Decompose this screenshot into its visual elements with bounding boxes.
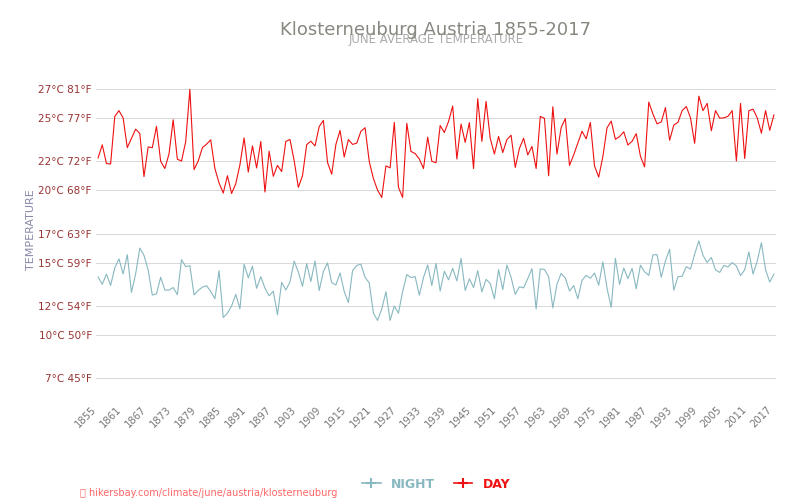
Y-axis label: TEMPERATURE: TEMPERATURE: [26, 190, 35, 270]
Text: JUNE AVERAGE TEMPERATURE: JUNE AVERAGE TEMPERATURE: [349, 34, 523, 46]
Title: Klosterneuburg Austria 1855-2017: Klosterneuburg Austria 1855-2017: [281, 21, 591, 39]
Text: 📍 hikersbay.com/climate/june/austria/klosterneuburg: 📍 hikersbay.com/climate/june/austria/klo…: [80, 488, 338, 498]
Legend: NIGHT, DAY: NIGHT, DAY: [357, 472, 515, 496]
